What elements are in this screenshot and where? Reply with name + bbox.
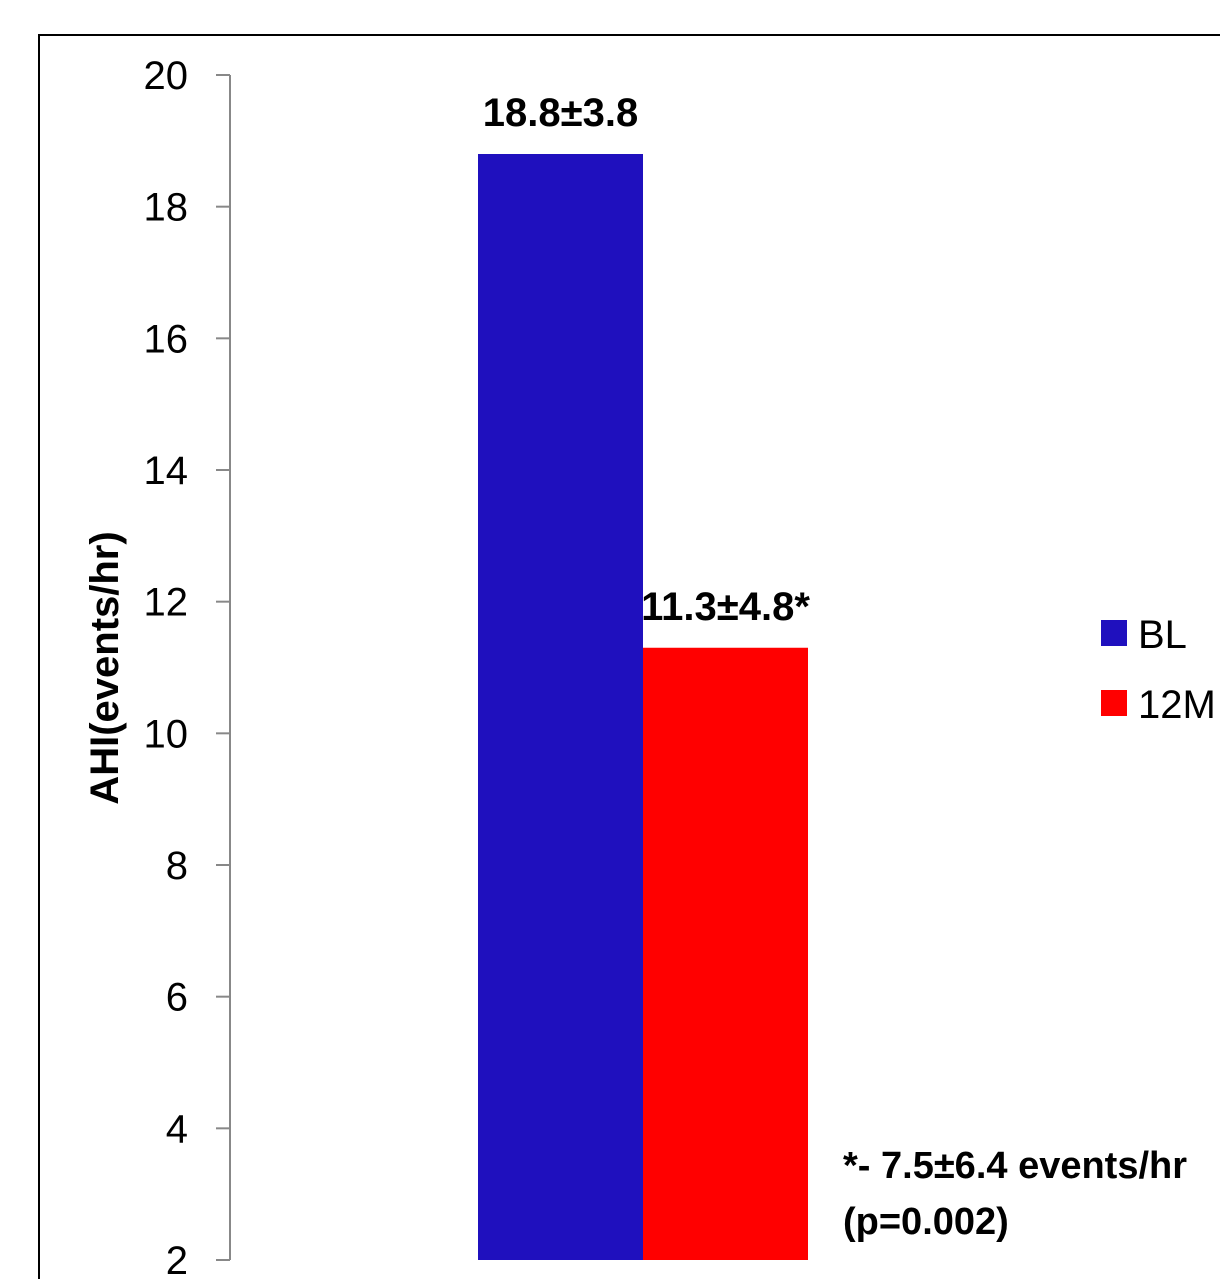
bars — [478, 154, 808, 1260]
legend-swatch-12m — [1101, 690, 1127, 716]
y-tick-label: 4 — [166, 1107, 188, 1151]
data-label-bl: 18.8±3.8 — [483, 91, 638, 135]
y-tick-label: 6 — [166, 976, 188, 1020]
legend-swatch-bl — [1101, 620, 1127, 646]
legend-label-bl: BL — [1138, 613, 1187, 657]
y-tick-label: 18 — [144, 186, 189, 230]
legend-label-12m: 12M — [1138, 683, 1216, 727]
y-tick-label: 20 — [144, 54, 189, 98]
data-label-12m: 11.3±4.8* — [641, 585, 810, 629]
y-tick-label: 10 — [144, 712, 189, 756]
y-tick-label: 14 — [144, 449, 189, 493]
annotation-line-2: (p=0.002) — [843, 1201, 1009, 1243]
y-tick-label: 8 — [166, 844, 188, 888]
y-tick-label: 2 — [166, 1239, 188, 1279]
annotation-line-1: *- 7.5±6.4 events/hr — [843, 1145, 1187, 1187]
y-axis-title: AHI(events/hr) — [83, 531, 127, 804]
y-ticks: 2 4 6 8 10 12 14 16 18 20 — [144, 54, 230, 1279]
y-tick-label: 16 — [144, 317, 189, 361]
data-labels: 18.8±3.8 11.3±4.8* — [483, 91, 811, 629]
bar-bl — [478, 154, 643, 1260]
y-tick-label: 12 — [144, 581, 189, 625]
legend: BL 12M — [1101, 613, 1216, 727]
bar-12m — [643, 647, 808, 1260]
plot-frame — [38, 34, 1220, 1279]
